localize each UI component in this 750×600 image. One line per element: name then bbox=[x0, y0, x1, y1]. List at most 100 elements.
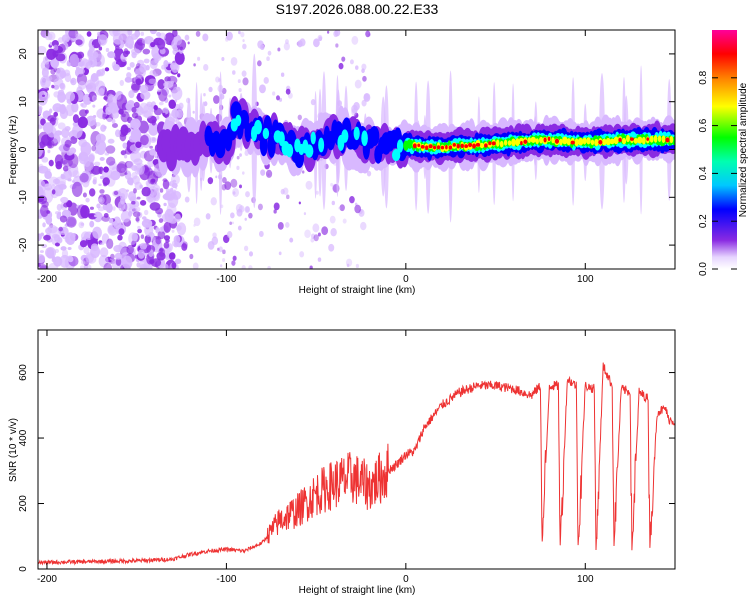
colorbar-ticks: 0.0 0.2 0.4 0.6 0.8 bbox=[698, 70, 737, 276]
noise-blob bbox=[106, 238, 114, 249]
noise-blob bbox=[171, 262, 177, 269]
noise-blob bbox=[64, 126, 71, 132]
noise-blob bbox=[178, 37, 181, 41]
snr-y-ticks: 0 200 400 600 bbox=[18, 364, 675, 572]
noise-blob bbox=[79, 265, 86, 269]
noise-blob bbox=[122, 50, 129, 58]
noise-blob bbox=[38, 233, 42, 242]
trace-blob bbox=[530, 136, 537, 143]
snr-y-tick-label: 0 bbox=[18, 566, 29, 572]
trace-blob bbox=[472, 143, 476, 149]
noise-blob bbox=[168, 94, 172, 98]
trace-blob bbox=[425, 145, 429, 151]
noise-blob bbox=[125, 189, 129, 192]
noise-blob bbox=[107, 138, 115, 144]
trace-blob bbox=[586, 137, 591, 145]
trace-blob bbox=[609, 138, 615, 145]
noise-blob bbox=[61, 249, 69, 259]
noise-blob bbox=[40, 232, 45, 237]
noise-blob bbox=[57, 181, 66, 189]
noise-blob bbox=[313, 234, 319, 242]
noise-blob bbox=[100, 124, 107, 132]
noise-blob bbox=[327, 30, 330, 34]
noise-blob bbox=[86, 31, 92, 37]
noise-blob bbox=[334, 30, 341, 37]
noise-blob bbox=[137, 228, 143, 234]
noise-blob bbox=[99, 157, 105, 161]
trace-blob bbox=[318, 137, 325, 153]
noise-blob bbox=[135, 206, 141, 212]
noise-blob bbox=[175, 186, 178, 190]
noise-blob bbox=[140, 234, 145, 239]
noise-blob bbox=[128, 210, 133, 217]
trace-blob bbox=[577, 138, 584, 146]
noise-blob bbox=[137, 249, 145, 259]
noise-blob bbox=[89, 188, 96, 197]
noise-blob bbox=[110, 253, 115, 260]
noise-blob bbox=[163, 202, 167, 207]
spectrogram-x-tick-label: -100 bbox=[216, 274, 236, 285]
noise-blob bbox=[265, 169, 273, 178]
noise-blob bbox=[120, 124, 129, 136]
noise-blob bbox=[134, 181, 142, 190]
noise-blob bbox=[173, 35, 182, 46]
noise-blob bbox=[38, 124, 43, 130]
noise-blob bbox=[259, 84, 266, 94]
trace-blob bbox=[527, 137, 532, 143]
noise-blob bbox=[173, 235, 181, 244]
noise-blob bbox=[232, 70, 236, 75]
trace-blob bbox=[305, 144, 314, 158]
noise-blob bbox=[257, 60, 262, 67]
noise-blob bbox=[110, 170, 121, 181]
trace-blob bbox=[598, 139, 603, 145]
noise-blob bbox=[42, 94, 46, 97]
noise-blob bbox=[47, 140, 55, 149]
trace-blob bbox=[484, 143, 488, 148]
trace-blob bbox=[341, 129, 349, 143]
noise-blob bbox=[91, 145, 97, 152]
noise-blob bbox=[57, 43, 66, 53]
noise-blob bbox=[156, 251, 166, 261]
noise-blob bbox=[330, 182, 334, 187]
noise-blob bbox=[79, 240, 88, 248]
noise-blob bbox=[89, 44, 94, 49]
noise-blob bbox=[230, 212, 235, 219]
snr-x-tick-label: 0 bbox=[403, 574, 409, 585]
spectrogram-x-label: Height of straight line (km) bbox=[299, 285, 416, 296]
noise-blob bbox=[208, 86, 213, 93]
noise-blob bbox=[47, 115, 57, 122]
noise-blob bbox=[222, 257, 226, 263]
noise-blob bbox=[212, 232, 217, 239]
noise-blob bbox=[173, 110, 180, 120]
noise-blob bbox=[263, 76, 269, 84]
noise-blob bbox=[162, 107, 169, 115]
noise-blob bbox=[40, 75, 51, 89]
noise-blob bbox=[76, 204, 87, 219]
noise-blob bbox=[195, 30, 201, 37]
noise-blob bbox=[138, 120, 149, 134]
noise-blob bbox=[331, 200, 335, 206]
noise-blob bbox=[42, 222, 46, 228]
noise-blob bbox=[338, 62, 344, 70]
noise-blob bbox=[310, 233, 316, 239]
noise-blob bbox=[48, 108, 53, 114]
noise-blob bbox=[60, 246, 67, 251]
noise-blob bbox=[126, 244, 134, 255]
colorbar-tick-label: 0.8 bbox=[698, 70, 709, 84]
colorbar: 0.0 0.2 0.4 0.6 0.8 Normalized spectral ampl… bbox=[698, 30, 749, 276]
noise-blob bbox=[97, 34, 108, 46]
noise-blob bbox=[305, 180, 313, 190]
noise-blob bbox=[241, 70, 247, 77]
noise-blob bbox=[317, 232, 321, 237]
colorbar-tick-label: 0.0 bbox=[698, 262, 709, 276]
noise-blob bbox=[50, 68, 56, 75]
trace-blob bbox=[657, 135, 662, 142]
noise-blob bbox=[141, 186, 151, 197]
noise-blob bbox=[240, 31, 245, 38]
noise-blob bbox=[362, 75, 367, 82]
noise-blob bbox=[41, 243, 47, 248]
noise-blob bbox=[226, 231, 233, 239]
noise-blob bbox=[302, 170, 305, 174]
noise-blob bbox=[153, 104, 158, 111]
noise-blob bbox=[123, 153, 128, 159]
